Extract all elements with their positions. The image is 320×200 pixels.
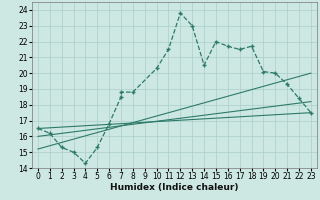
X-axis label: Humidex (Indice chaleur): Humidex (Indice chaleur) xyxy=(110,183,239,192)
